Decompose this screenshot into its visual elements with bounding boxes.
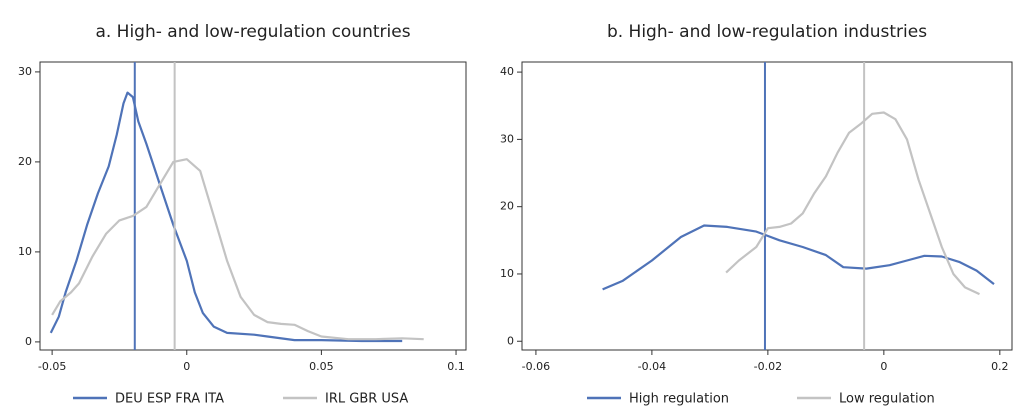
legend-label: High regulation — [629, 392, 729, 407]
density-line — [49, 91, 403, 343]
chart-title: a. High- and low-regulation countries — [95, 22, 410, 42]
x-tick-label: 0.05 — [309, 360, 334, 373]
y-tick-label: 40 — [500, 65, 514, 78]
y-tick-label: 10 — [18, 245, 32, 258]
density-line — [725, 111, 980, 296]
y-tick-label: 30 — [500, 132, 514, 145]
x-tick-label: -0.04 — [638, 360, 666, 373]
plot-frame — [39, 61, 467, 351]
plot-frame — [521, 61, 1013, 351]
y-tick-label: 0 — [25, 335, 32, 348]
y-tick-label: 0 — [507, 334, 514, 347]
legend-label: IRL GBR USA — [325, 392, 408, 407]
y-tick-label: 20 — [500, 200, 514, 213]
x-tick-label: 0 — [183, 360, 190, 373]
y-tick-label: 30 — [18, 65, 32, 78]
x-tick-label: -0.02 — [754, 360, 782, 373]
y-tick-label: 10 — [500, 267, 514, 280]
x-tick-label: -0.06 — [522, 360, 550, 373]
x-tick-label: 0.1 — [447, 360, 465, 373]
density-line — [51, 158, 424, 341]
x-tick-label: 0 — [880, 360, 887, 373]
x-tick-label: 0.2 — [991, 360, 1009, 373]
legend-label: Low regulation — [839, 392, 935, 407]
chart-title: b. High- and low-regulation industries — [607, 22, 927, 42]
legend-label: DEU ESP FRA ITA — [115, 392, 224, 407]
density-line — [602, 224, 995, 291]
y-tick-label: 20 — [18, 155, 32, 168]
x-tick-label: -0.05 — [38, 360, 66, 373]
